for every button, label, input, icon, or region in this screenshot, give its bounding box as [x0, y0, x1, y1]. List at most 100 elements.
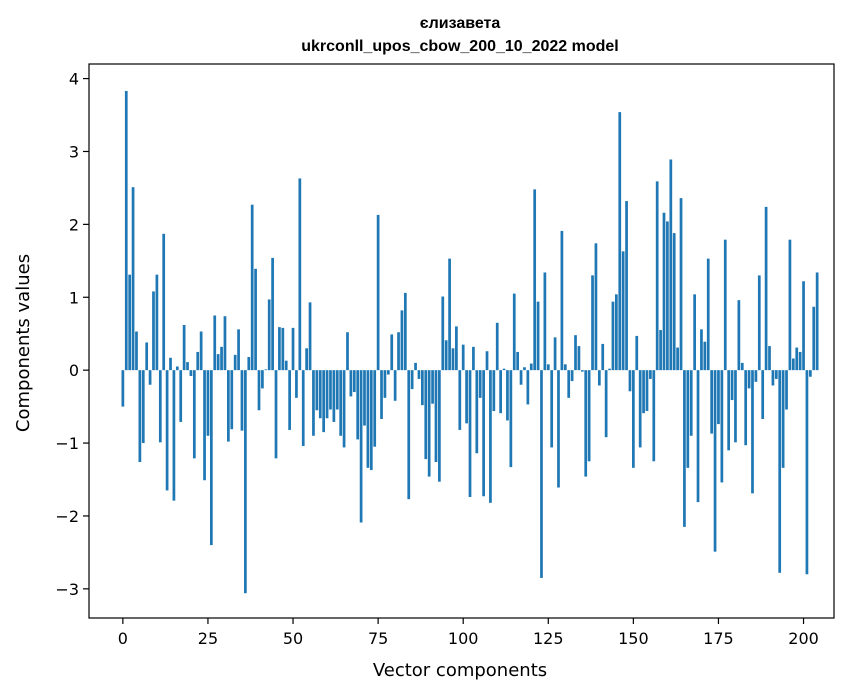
bar-187 — [757, 275, 761, 371]
y-tick-label-6: 3 — [69, 142, 79, 161]
bar-188 — [761, 370, 765, 419]
bar-196 — [788, 239, 792, 371]
bar-144 — [611, 301, 615, 371]
bar-48 — [284, 360, 288, 371]
bar-136 — [584, 370, 588, 477]
bar-137 — [587, 370, 591, 462]
x-tick-label-100: 100 — [448, 629, 479, 648]
bar-191 — [771, 370, 775, 386]
bar-64 — [339, 370, 343, 436]
bar-95 — [444, 340, 448, 371]
bar-153 — [642, 370, 645, 414]
bar-16 — [175, 366, 179, 371]
bar-178 — [727, 370, 731, 451]
bar-203 — [812, 306, 816, 371]
bar-81 — [397, 332, 400, 371]
bar-14 — [169, 357, 172, 371]
bar-201 — [805, 370, 809, 575]
bar-120 — [529, 363, 533, 371]
bar-139 — [594, 243, 598, 371]
bar-57 — [315, 370, 319, 411]
bar-121 — [533, 189, 537, 371]
y-tick-label-7: 4 — [69, 70, 79, 89]
bar-112 — [502, 368, 506, 371]
bar-142 — [604, 370, 608, 438]
bar-68 — [352, 370, 356, 393]
bar-135 — [580, 370, 584, 372]
bar-143 — [608, 368, 611, 371]
bar-7 — [145, 342, 149, 371]
bar-179 — [730, 370, 734, 401]
bar-115 — [512, 293, 516, 371]
bar-170 — [700, 329, 703, 371]
bar-93 — [438, 370, 441, 482]
bar-154 — [645, 370, 649, 411]
bar-109 — [492, 370, 496, 411]
bar-56 — [312, 370, 315, 436]
bar-91 — [431, 370, 434, 404]
bar-101 — [465, 370, 468, 424]
bar-200 — [802, 281, 805, 371]
bar-71 — [363, 370, 366, 426]
bar-86 — [414, 362, 417, 371]
bar-89 — [424, 370, 428, 460]
bar-5 — [138, 370, 142, 463]
bar-70 — [359, 370, 363, 523]
bar-174 — [713, 370, 717, 552]
bar-181 — [737, 300, 741, 371]
bar-46 — [278, 327, 281, 371]
bar-132 — [570, 370, 574, 382]
bar-202 — [808, 370, 812, 377]
bar-66 — [346, 332, 349, 371]
bar-190 — [768, 346, 771, 371]
bar-25 — [206, 370, 210, 436]
bar-160 — [666, 221, 669, 371]
bar-123 — [540, 370, 543, 578]
bar-42 — [264, 369, 268, 371]
x-tick-label-125: 125 — [533, 629, 564, 648]
bar-10 — [155, 274, 159, 371]
bar-11 — [158, 370, 162, 443]
bar-31 — [227, 370, 230, 442]
bar-129 — [560, 230, 564, 371]
bar-131 — [567, 370, 571, 398]
bar-145 — [614, 294, 618, 371]
y-tick-label-1: −2 — [55, 507, 79, 526]
bar-175 — [717, 370, 720, 425]
bar-34 — [237, 329, 240, 371]
bar-79 — [390, 334, 394, 371]
bar-156 — [652, 370, 656, 462]
bar-165 — [683, 370, 686, 527]
bar-204 — [815, 272, 819, 371]
bar-107 — [485, 351, 489, 371]
bar-18 — [182, 324, 186, 371]
bar-28 — [216, 354, 220, 371]
bar-37 — [247, 357, 251, 371]
bar-22 — [196, 351, 200, 371]
bar-60 — [325, 370, 329, 419]
bar-82 — [400, 310, 404, 371]
bar-19 — [186, 362, 189, 371]
bar-41 — [261, 370, 264, 389]
bar-103 — [472, 346, 475, 371]
y-tick-label-0: −3 — [55, 580, 79, 599]
bar-92 — [434, 370, 438, 463]
x-tick-label-175: 175 — [703, 629, 734, 648]
bar-29 — [220, 346, 223, 371]
bar-53 — [301, 370, 305, 446]
bar-180 — [734, 370, 737, 443]
bar-176 — [720, 370, 724, 483]
bar-100 — [461, 344, 465, 371]
bar-182 — [740, 362, 744, 371]
bar-114 — [509, 370, 513, 468]
x-tick-label-0: 0 — [118, 629, 128, 648]
bar-21 — [192, 370, 196, 459]
bar-24 — [203, 370, 206, 481]
bar-32 — [230, 370, 234, 430]
y-axis-ticks: −3 −2 −1 0 1 2 3 4 — [55, 70, 89, 599]
bar-94 — [441, 296, 445, 371]
bar-72 — [366, 370, 370, 468]
bar-1 — [124, 90, 128, 371]
bar-194 — [781, 370, 785, 468]
